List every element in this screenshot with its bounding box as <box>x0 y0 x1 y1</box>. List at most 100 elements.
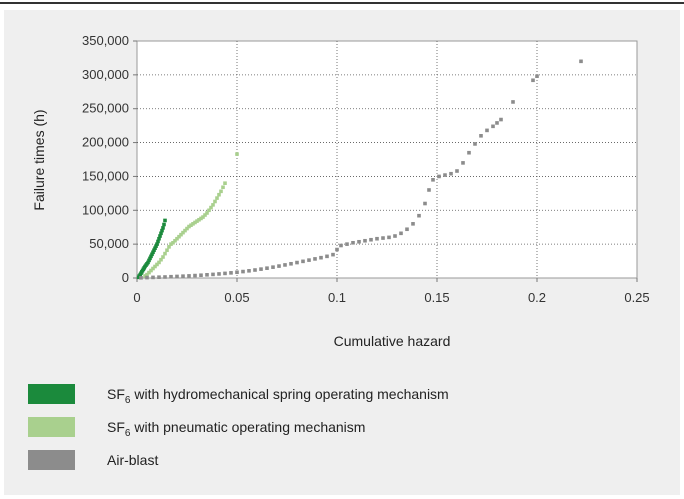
data-point <box>199 273 203 278</box>
data-point <box>437 174 441 179</box>
data-point <box>187 274 191 278</box>
series-3 <box>139 59 583 280</box>
data-point <box>148 256 152 261</box>
data-point <box>209 205 213 210</box>
data-point <box>175 236 179 241</box>
x-tick-label: 0 <box>133 290 140 305</box>
data-point <box>157 275 161 279</box>
plot-area <box>136 40 638 279</box>
y-tick-label: 300,000 <box>82 67 129 82</box>
y-tick-labels: 0 50,000 100,000 150,000 200,000 250,000 300,0… <box>82 33 137 285</box>
y-tick-label: 200,000 <box>82 135 129 150</box>
data-point <box>149 254 153 259</box>
legend-swatch <box>28 417 75 437</box>
y-tick-label: 50,000 <box>89 236 129 251</box>
data-point <box>165 248 169 253</box>
data-point <box>197 217 201 222</box>
data-point <box>159 257 163 262</box>
y-tick-label: 350,000 <box>82 33 129 48</box>
data-point <box>211 272 215 277</box>
data-point <box>461 161 465 165</box>
data-point <box>145 272 149 277</box>
y-tick-label: 250,000 <box>82 101 129 116</box>
grid-lines <box>137 41 637 278</box>
data-point <box>325 254 329 259</box>
data-point <box>511 100 515 104</box>
x-axis-label: Cumulative hazard <box>334 333 451 349</box>
series-2 <box>143 152 239 278</box>
data-point <box>146 260 150 265</box>
data-point <box>289 261 293 266</box>
data-point <box>151 266 155 271</box>
data-point <box>211 203 215 207</box>
data-point <box>167 245 171 249</box>
data-point <box>145 275 149 280</box>
data-point <box>147 258 151 263</box>
data-point <box>265 266 269 270</box>
data-point <box>150 252 154 257</box>
data-point <box>229 271 233 275</box>
data-point <box>485 128 489 133</box>
data-point <box>171 240 175 245</box>
data-point <box>345 242 349 246</box>
data-point <box>153 264 157 269</box>
data-point <box>156 239 160 244</box>
data-point <box>203 213 207 217</box>
data-point <box>149 268 153 273</box>
data-point <box>241 269 245 274</box>
data-point <box>393 234 397 238</box>
x-tick-label: 0.1 <box>328 290 346 305</box>
data-point <box>154 244 158 248</box>
data-point <box>163 218 167 223</box>
data-point <box>535 74 539 79</box>
legend-swatch <box>28 450 75 470</box>
data-point <box>195 219 199 223</box>
data-point <box>277 264 281 268</box>
data-point <box>201 215 205 219</box>
top-rule <box>0 2 684 4</box>
legend-label: Air-blast <box>107 452 158 468</box>
data-point <box>363 238 367 243</box>
data-point <box>187 224 191 229</box>
data-point <box>143 274 147 278</box>
data-point <box>169 242 173 246</box>
data-point <box>163 251 167 256</box>
data-point <box>151 250 155 255</box>
data-point <box>223 181 227 185</box>
data-point <box>185 226 189 231</box>
data-point <box>147 270 151 275</box>
data-point <box>427 188 431 192</box>
data-point <box>169 274 173 279</box>
data-point <box>399 231 403 236</box>
data-point <box>473 142 477 146</box>
data-point <box>295 260 299 265</box>
data-point <box>491 124 495 129</box>
data-point <box>375 236 379 241</box>
data-point <box>217 192 221 197</box>
data-point <box>157 260 161 265</box>
data-point <box>219 189 223 194</box>
data-point <box>161 255 165 259</box>
data-point <box>155 262 159 267</box>
data-point <box>193 273 197 278</box>
data-point <box>193 220 197 225</box>
data-point <box>531 78 535 83</box>
data-point <box>417 213 421 218</box>
data-point <box>443 173 447 177</box>
y-tick-label: 0 <box>122 270 129 285</box>
data-point <box>405 227 409 232</box>
series-1 <box>136 218 167 280</box>
data-point <box>152 248 156 253</box>
data-point <box>449 171 453 176</box>
legend: SF6 with hydromechanical spring operatin… <box>28 384 449 470</box>
data-point <box>181 274 185 278</box>
data-point <box>283 263 287 267</box>
data-point <box>369 237 373 242</box>
data-point <box>162 222 166 227</box>
legend-label: SF6 with pneumatic operating mechanism <box>107 419 365 439</box>
data-point <box>163 275 167 279</box>
x-tick-label: 0.2 <box>528 290 546 305</box>
data-point <box>411 222 415 226</box>
data-point <box>307 258 311 262</box>
